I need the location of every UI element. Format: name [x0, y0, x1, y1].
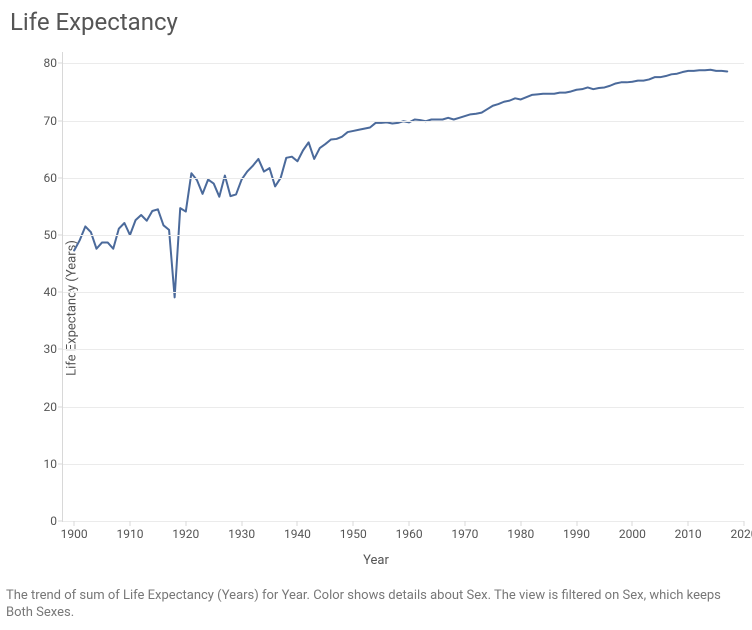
x-tick-mark [632, 521, 633, 526]
y-tick-label: 40 [44, 285, 58, 299]
gridline-h [63, 292, 744, 293]
x-tick-mark [297, 521, 298, 526]
x-tick-label: 1930 [228, 527, 255, 541]
x-axis-label: Year [363, 553, 389, 568]
y-tick-label: 60 [44, 171, 58, 185]
x-tick-mark [464, 521, 465, 526]
gridline-h [63, 178, 744, 179]
gridline-h [63, 63, 744, 64]
y-tick-mark [58, 349, 63, 350]
x-tick-label: 1950 [340, 527, 367, 541]
y-tick-label: 10 [44, 457, 58, 471]
chart-area: Life Expectancy (Years) 0102030405060708… [0, 44, 752, 572]
x-tick-mark [744, 521, 745, 526]
x-tick-label: 1970 [451, 527, 478, 541]
y-tick-mark [58, 463, 63, 464]
x-tick-mark [520, 521, 521, 526]
x-tick-label: 1960 [396, 527, 423, 541]
x-tick-label: 2010 [675, 527, 702, 541]
x-tick-mark [688, 521, 689, 526]
x-tick-label: 1940 [284, 527, 311, 541]
x-tick-mark [353, 521, 354, 526]
x-tick-mark [241, 521, 242, 526]
y-tick-mark [58, 63, 63, 64]
gridline-h [63, 407, 744, 408]
x-tick-mark [129, 521, 130, 526]
y-tick-mark [58, 292, 63, 293]
x-tick-mark [409, 521, 410, 526]
line-series [63, 52, 744, 521]
gridline-h [63, 121, 744, 122]
x-tick-label: 1920 [172, 527, 199, 541]
x-tick-label: 2000 [619, 527, 646, 541]
y-tick-mark [58, 120, 63, 121]
x-tick-label: 1990 [563, 527, 590, 541]
x-tick-label: 2020 [731, 527, 752, 541]
x-tick-label: 1900 [61, 527, 88, 541]
y-tick-mark [58, 521, 63, 522]
y-tick-label: 70 [44, 114, 58, 128]
y-tick-mark [58, 235, 63, 236]
chart-title: Life Expectancy [10, 8, 178, 36]
x-tick-label: 1910 [116, 527, 143, 541]
plot-area: 0102030405060708019001910192019301940195… [62, 52, 744, 522]
x-tick-label: 1980 [507, 527, 534, 541]
x-tick-mark [576, 521, 577, 526]
x-tick-mark [185, 521, 186, 526]
y-tick-label: 50 [44, 228, 58, 242]
y-tick-label: 20 [44, 400, 58, 414]
y-tick-mark [58, 406, 63, 407]
gridline-h [63, 521, 744, 522]
y-tick-label: 0 [50, 514, 57, 528]
gridline-h [63, 235, 744, 236]
y-tick-mark [58, 177, 63, 178]
gridline-h [63, 349, 744, 350]
chart-caption: The trend of sum of Life Expectancy (Yea… [6, 587, 746, 622]
y-tick-label: 30 [44, 342, 58, 356]
x-tick-mark [74, 521, 75, 526]
gridline-h [63, 464, 744, 465]
y-tick-label: 80 [44, 56, 58, 70]
